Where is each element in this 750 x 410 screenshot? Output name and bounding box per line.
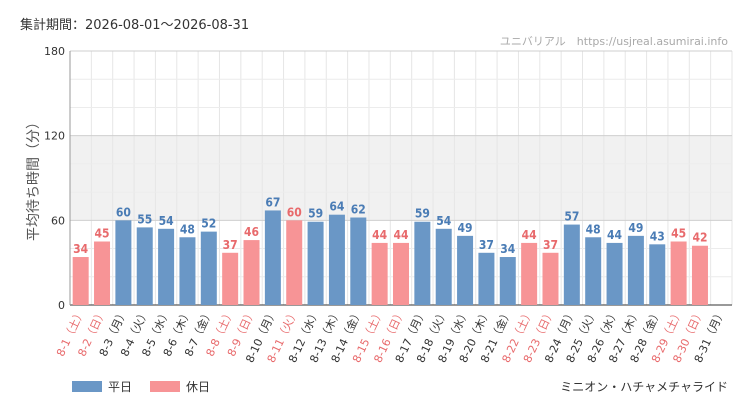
bar-value-label: 37 bbox=[223, 238, 238, 252]
bar bbox=[521, 242, 538, 305]
bar-value-label: 42 bbox=[692, 231, 707, 245]
bar bbox=[72, 257, 89, 305]
bar-value-label: 43 bbox=[650, 229, 665, 243]
bar bbox=[222, 252, 239, 305]
bar-value-label: 54 bbox=[159, 214, 175, 228]
bar-value-label: 48 bbox=[180, 222, 195, 236]
y-tick-label: 180 bbox=[44, 45, 65, 58]
bar-value-label: 52 bbox=[201, 217, 216, 231]
bar bbox=[606, 242, 623, 305]
bar-value-label: 37 bbox=[479, 238, 494, 252]
bar bbox=[179, 237, 196, 305]
bar-value-label: 60 bbox=[287, 205, 302, 219]
bar-value-label: 45 bbox=[671, 227, 686, 241]
bar bbox=[94, 241, 111, 305]
bar bbox=[499, 257, 516, 305]
bar bbox=[627, 235, 644, 305]
attraction-name: ミニオン・ハチャメチャライド bbox=[560, 380, 728, 394]
legend-item-holiday[interactable]: 休日 bbox=[150, 378, 210, 395]
bar-value-label: 44 bbox=[522, 228, 538, 242]
site-label[interactable]: ユニバリアル https://usjreal.asumirai.info bbox=[499, 35, 728, 48]
bar bbox=[585, 237, 602, 305]
legend-item-weekday[interactable]: 平日 bbox=[72, 378, 132, 395]
bar-value-label: 46 bbox=[244, 225, 259, 239]
bar-value-label: 62 bbox=[351, 203, 366, 217]
y-tick-label: 120 bbox=[44, 130, 65, 143]
period-label: 集計期間：2026-08-01～2026-08-31 bbox=[20, 18, 250, 33]
bar bbox=[200, 231, 217, 305]
bar-value-label: 45 bbox=[95, 227, 110, 241]
legend-label-weekday: 平日 bbox=[108, 380, 133, 394]
bar bbox=[115, 220, 132, 305]
bar-value-label: 34 bbox=[500, 242, 516, 256]
bar bbox=[328, 214, 345, 305]
bar-value-label: 64 bbox=[329, 200, 345, 214]
bar-value-label: 49 bbox=[628, 221, 643, 235]
bar bbox=[243, 240, 260, 305]
bar-value-label: 59 bbox=[308, 207, 323, 221]
y-tick-label: 60 bbox=[51, 214, 65, 227]
bar-value-label: 37 bbox=[543, 238, 558, 252]
bar bbox=[563, 224, 580, 305]
bar bbox=[264, 210, 281, 305]
bar bbox=[136, 227, 153, 305]
bar-value-label: 59 bbox=[415, 207, 430, 221]
bar-value-label: 44 bbox=[607, 228, 623, 242]
bar bbox=[435, 228, 452, 305]
y-tick-label: 0 bbox=[58, 299, 65, 312]
bar-value-label: 55 bbox=[137, 212, 152, 226]
bar-value-label: 57 bbox=[564, 210, 579, 224]
bar bbox=[649, 244, 666, 305]
bar-value-label: 67 bbox=[265, 195, 280, 209]
bar bbox=[371, 242, 388, 305]
y-axis-title: 平均待ち時間（分） bbox=[26, 115, 42, 241]
bar-value-label: 34 bbox=[73, 242, 89, 256]
bar bbox=[457, 235, 474, 305]
legend-swatch-weekday bbox=[72, 381, 102, 392]
bar bbox=[393, 242, 409, 305]
bar-value-label: 48 bbox=[586, 222, 601, 236]
legend-swatch-holiday bbox=[150, 381, 181, 392]
bar-value-label: 60 bbox=[116, 205, 131, 219]
bar-value-label: 44 bbox=[393, 228, 409, 242]
bar bbox=[542, 252, 559, 305]
bar bbox=[286, 220, 303, 305]
bar bbox=[414, 221, 431, 305]
bar bbox=[307, 221, 324, 305]
bar-value-label: 54 bbox=[436, 214, 452, 228]
legend-label-holiday: 休日 bbox=[186, 380, 211, 394]
plot-band bbox=[70, 135, 732, 221]
legend: 平日 休日 bbox=[72, 378, 228, 395]
bar-value-label: 49 bbox=[458, 221, 473, 235]
bar bbox=[670, 241, 687, 305]
bar-value-label: 44 bbox=[372, 228, 388, 242]
bar bbox=[478, 252, 495, 305]
bar bbox=[691, 245, 708, 305]
bar bbox=[350, 217, 367, 305]
bar bbox=[158, 228, 175, 305]
